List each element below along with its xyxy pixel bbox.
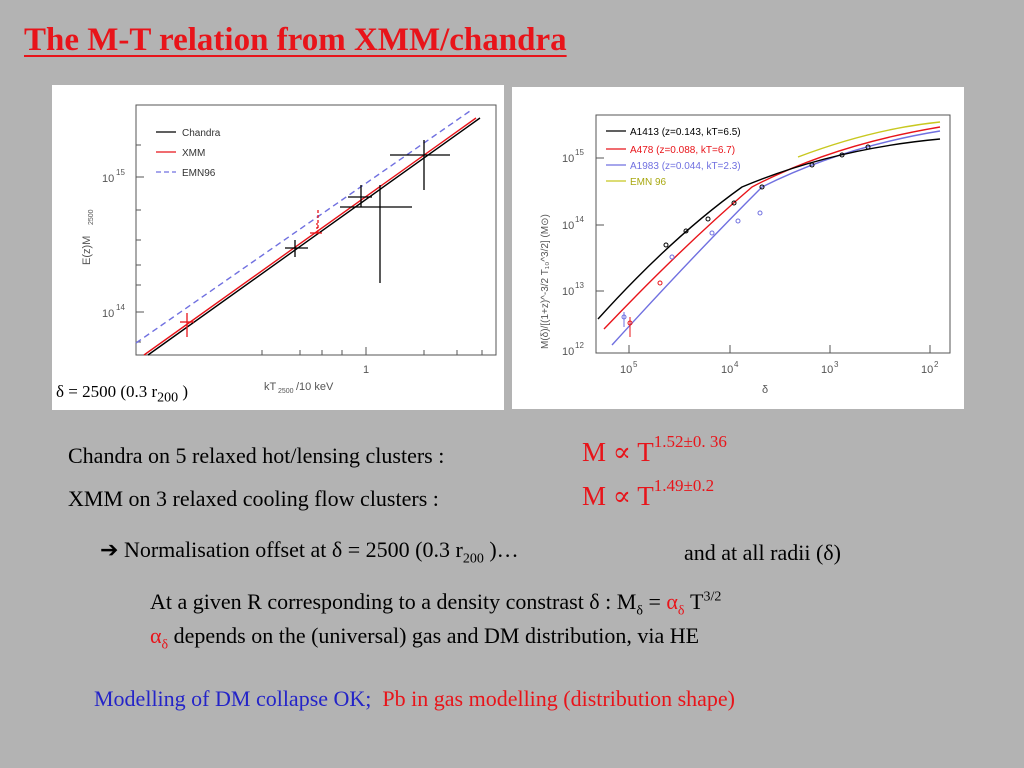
right-profile-plot: A1413 (z=0.143, kT=6.5) A478 (z=0.088, k… [512, 87, 964, 409]
legend-xmm: XMM [182, 148, 205, 159]
a1413-curve [597, 138, 941, 320]
y-tick-exp: 15 [116, 168, 125, 177]
left-plot-svg: Chandra XMM EMN96 10 15 10 14 E(z)M 2500… [81, 104, 497, 395]
y-axis-label-sub: 2500 [88, 209, 95, 225]
x-tick-exp: 4 [734, 360, 739, 369]
chandra-relation: M ∝ T1.52±0. 36 [582, 432, 727, 467]
a478-curve [603, 126, 941, 330]
x-axis-label-unit: /10 keV [296, 381, 334, 393]
xmm-result-text: XMM on 3 relaxed cooling flow clusters : [68, 486, 439, 511]
y-tick-label: 10 [102, 308, 114, 320]
emn96-line [135, 110, 471, 344]
xmm-line [143, 117, 477, 356]
a478-points [627, 280, 663, 337]
x-tick-exp: 3 [834, 360, 839, 369]
x-tick-exp: 5 [633, 360, 638, 369]
legend-a1413: A1413 (z=0.143, kT=6.5) [630, 127, 741, 138]
xmm-relation: M ∝ T1.49±0.2 [582, 476, 715, 511]
a1413-points [663, 144, 871, 248]
y-axis-label: M(δ)/[(1+z)^-3/2 T₁₀^3/2] (M⊙) [540, 214, 551, 349]
density-relation: At a given R corresponding to a density … [150, 589, 722, 619]
chandra-points [285, 140, 450, 283]
right-y-ticks: 10 15 10 14 10 13 10 12 [562, 148, 584, 358]
y-tick-label: 10 [562, 346, 574, 358]
y-tick-label: 10 [562, 153, 574, 165]
y-tick-exp: 15 [575, 148, 584, 157]
y-tick-label: 10 [562, 220, 574, 232]
y-axis-label: E(z)M [81, 236, 93, 265]
x-axis-label-sub: 2500 [278, 388, 294, 395]
left-plot-caption: δ = 2500 (0.3 r200 ) [56, 382, 189, 406]
all-radii-text: and at all radii (δ) [684, 540, 841, 565]
legend-chandra: Chandra [182, 128, 221, 139]
y-tick-label: 10 [562, 286, 574, 298]
left-mt-plot: Chandra XMM EMN96 10 15 10 14 E(z)M 2500… [52, 85, 504, 410]
alpha-dependence: αδ depends on the (universal) gas and DM… [150, 623, 700, 653]
y-tick-exp: 12 [575, 341, 584, 350]
right-x-ticks: 10 5 10 4 10 3 10 2 [620, 360, 939, 376]
legend-a1983: A1983 (z=0.044, kT=2.3) [630, 161, 741, 172]
right-legend: A1413 (z=0.143, kT=6.5) A478 (z=0.088, k… [606, 127, 741, 188]
a1983-points [621, 210, 763, 327]
legend-emn96: EMN 96 [630, 177, 667, 188]
x-tick-label: 10 [721, 364, 733, 376]
x-axis-label: kT [264, 381, 277, 393]
chandra-line [147, 117, 481, 356]
conclusion-dm: Modelling of DM collapse OK; [94, 686, 372, 711]
conclusion: Modelling of DM collapse OK; Pb in gas m… [94, 686, 735, 712]
right-plot-svg: A1413 (z=0.143, kT=6.5) A478 (z=0.088, k… [540, 114, 951, 396]
xmm-points [180, 210, 322, 337]
legend-emn96: EMN96 [182, 168, 216, 179]
x-tick-label: 1 [363, 364, 369, 376]
slide-title: The M-T relation from XMM/chandra [24, 22, 567, 58]
normalisation-offset: ➔ Normalisation offset at δ = 2500 (0.3 … [100, 537, 519, 567]
y-tick-label: 10 [102, 173, 114, 185]
legend-a478: A478 (z=0.088, kT=6.7) [630, 145, 735, 156]
x-tick-exp: 2 [934, 360, 939, 369]
x-axis-label: δ [762, 384, 768, 396]
x-tick-label: 10 [921, 364, 933, 376]
arrow-icon: ➔ [100, 537, 119, 562]
x-tick-label: 10 [620, 364, 632, 376]
chandra-result-text: Chandra on 5 relaxed hot/lensing cluster… [68, 443, 445, 468]
a1983-curve [611, 130, 941, 346]
y-tick-exp: 14 [116, 303, 125, 312]
y-tick-exp: 13 [575, 281, 584, 290]
x-tick-label: 10 [821, 364, 833, 376]
conclusion-gas: Pb in gas modelling (distribution shape) [382, 686, 735, 711]
emn96-curve [797, 121, 941, 158]
left-legend: Chandra XMM EMN96 [156, 128, 221, 179]
y-tick-exp: 14 [575, 215, 584, 224]
